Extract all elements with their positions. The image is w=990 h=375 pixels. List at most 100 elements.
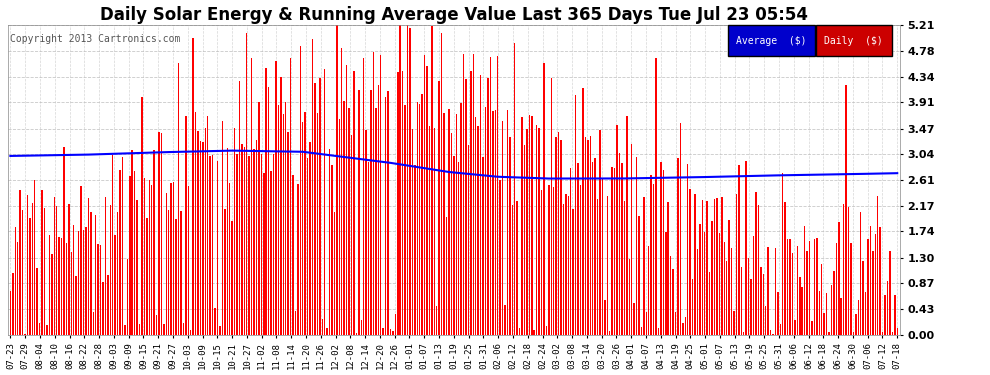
FancyBboxPatch shape	[729, 25, 815, 56]
Bar	[694, 194, 696, 335]
Bar	[857, 300, 859, 335]
Bar	[860, 211, 861, 335]
Bar	[363, 58, 364, 335]
Bar	[460, 103, 462, 335]
Bar	[565, 195, 566, 335]
Bar	[775, 248, 776, 335]
Bar	[144, 178, 146, 335]
Bar	[334, 212, 336, 335]
Bar	[112, 155, 114, 335]
Bar	[842, 204, 844, 335]
Bar	[514, 43, 516, 335]
Bar	[158, 132, 159, 335]
Bar	[122, 158, 123, 335]
Bar	[73, 225, 74, 335]
Bar	[441, 33, 443, 335]
Bar	[887, 281, 888, 335]
Bar	[682, 323, 683, 335]
Bar	[44, 208, 46, 335]
Bar	[757, 205, 759, 335]
Bar	[117, 212, 119, 335]
Bar	[137, 200, 138, 335]
Bar	[273, 154, 274, 335]
Bar	[794, 320, 796, 335]
Bar	[831, 285, 833, 335]
Bar	[324, 69, 326, 335]
Bar	[712, 221, 713, 335]
Bar	[327, 328, 328, 335]
Bar	[531, 116, 533, 335]
Bar	[170, 183, 172, 335]
Bar	[97, 244, 99, 335]
Bar	[360, 320, 362, 335]
Bar	[560, 140, 561, 335]
Bar	[889, 251, 891, 335]
Bar	[275, 61, 276, 335]
Bar	[487, 78, 489, 335]
Bar	[689, 189, 691, 335]
Bar	[380, 56, 381, 335]
Bar	[607, 196, 608, 335]
Bar	[634, 303, 635, 335]
Bar	[594, 158, 596, 335]
Bar	[884, 295, 886, 335]
Bar	[132, 150, 133, 335]
Bar	[205, 128, 206, 335]
Bar	[436, 306, 438, 335]
Bar	[290, 58, 291, 335]
Bar	[597, 199, 598, 335]
Bar	[677, 158, 679, 335]
Bar	[745, 161, 746, 335]
Bar	[704, 232, 706, 335]
Bar	[529, 115, 530, 335]
Bar	[458, 162, 459, 335]
Bar	[867, 239, 869, 335]
Bar	[841, 298, 842, 335]
Bar	[453, 156, 454, 335]
Bar	[100, 245, 101, 335]
Bar	[814, 239, 815, 335]
Bar	[409, 28, 411, 335]
Bar	[29, 218, 31, 335]
Bar	[636, 158, 638, 335]
Bar	[368, 162, 369, 335]
Bar	[58, 237, 59, 335]
Bar	[255, 140, 257, 335]
Bar	[49, 235, 50, 335]
Bar	[197, 131, 199, 335]
Bar	[402, 71, 403, 335]
Bar	[120, 170, 121, 335]
Bar	[580, 185, 581, 335]
Bar	[629, 259, 630, 335]
Bar	[562, 204, 564, 335]
Bar	[852, 332, 854, 335]
Bar	[734, 311, 735, 335]
Bar	[472, 54, 474, 335]
Bar	[192, 38, 194, 335]
Bar	[897, 328, 898, 335]
Bar	[692, 279, 693, 335]
Bar	[819, 291, 820, 335]
Bar	[312, 39, 313, 335]
Bar	[850, 243, 851, 335]
Bar	[207, 116, 209, 335]
Bar	[684, 317, 686, 335]
Bar	[397, 72, 399, 335]
Bar	[53, 197, 55, 335]
Bar	[750, 279, 751, 335]
Bar	[217, 161, 218, 335]
Bar	[545, 326, 547, 335]
Bar	[512, 205, 513, 335]
Bar	[614, 168, 616, 335]
Bar	[302, 122, 304, 335]
Bar	[372, 52, 374, 335]
Bar	[455, 114, 457, 335]
Bar	[297, 184, 299, 335]
Bar	[387, 91, 389, 335]
Bar	[490, 57, 491, 335]
Bar	[280, 77, 281, 335]
Bar	[34, 180, 36, 335]
Bar	[155, 315, 157, 335]
Bar	[358, 90, 359, 335]
Bar	[65, 243, 67, 335]
